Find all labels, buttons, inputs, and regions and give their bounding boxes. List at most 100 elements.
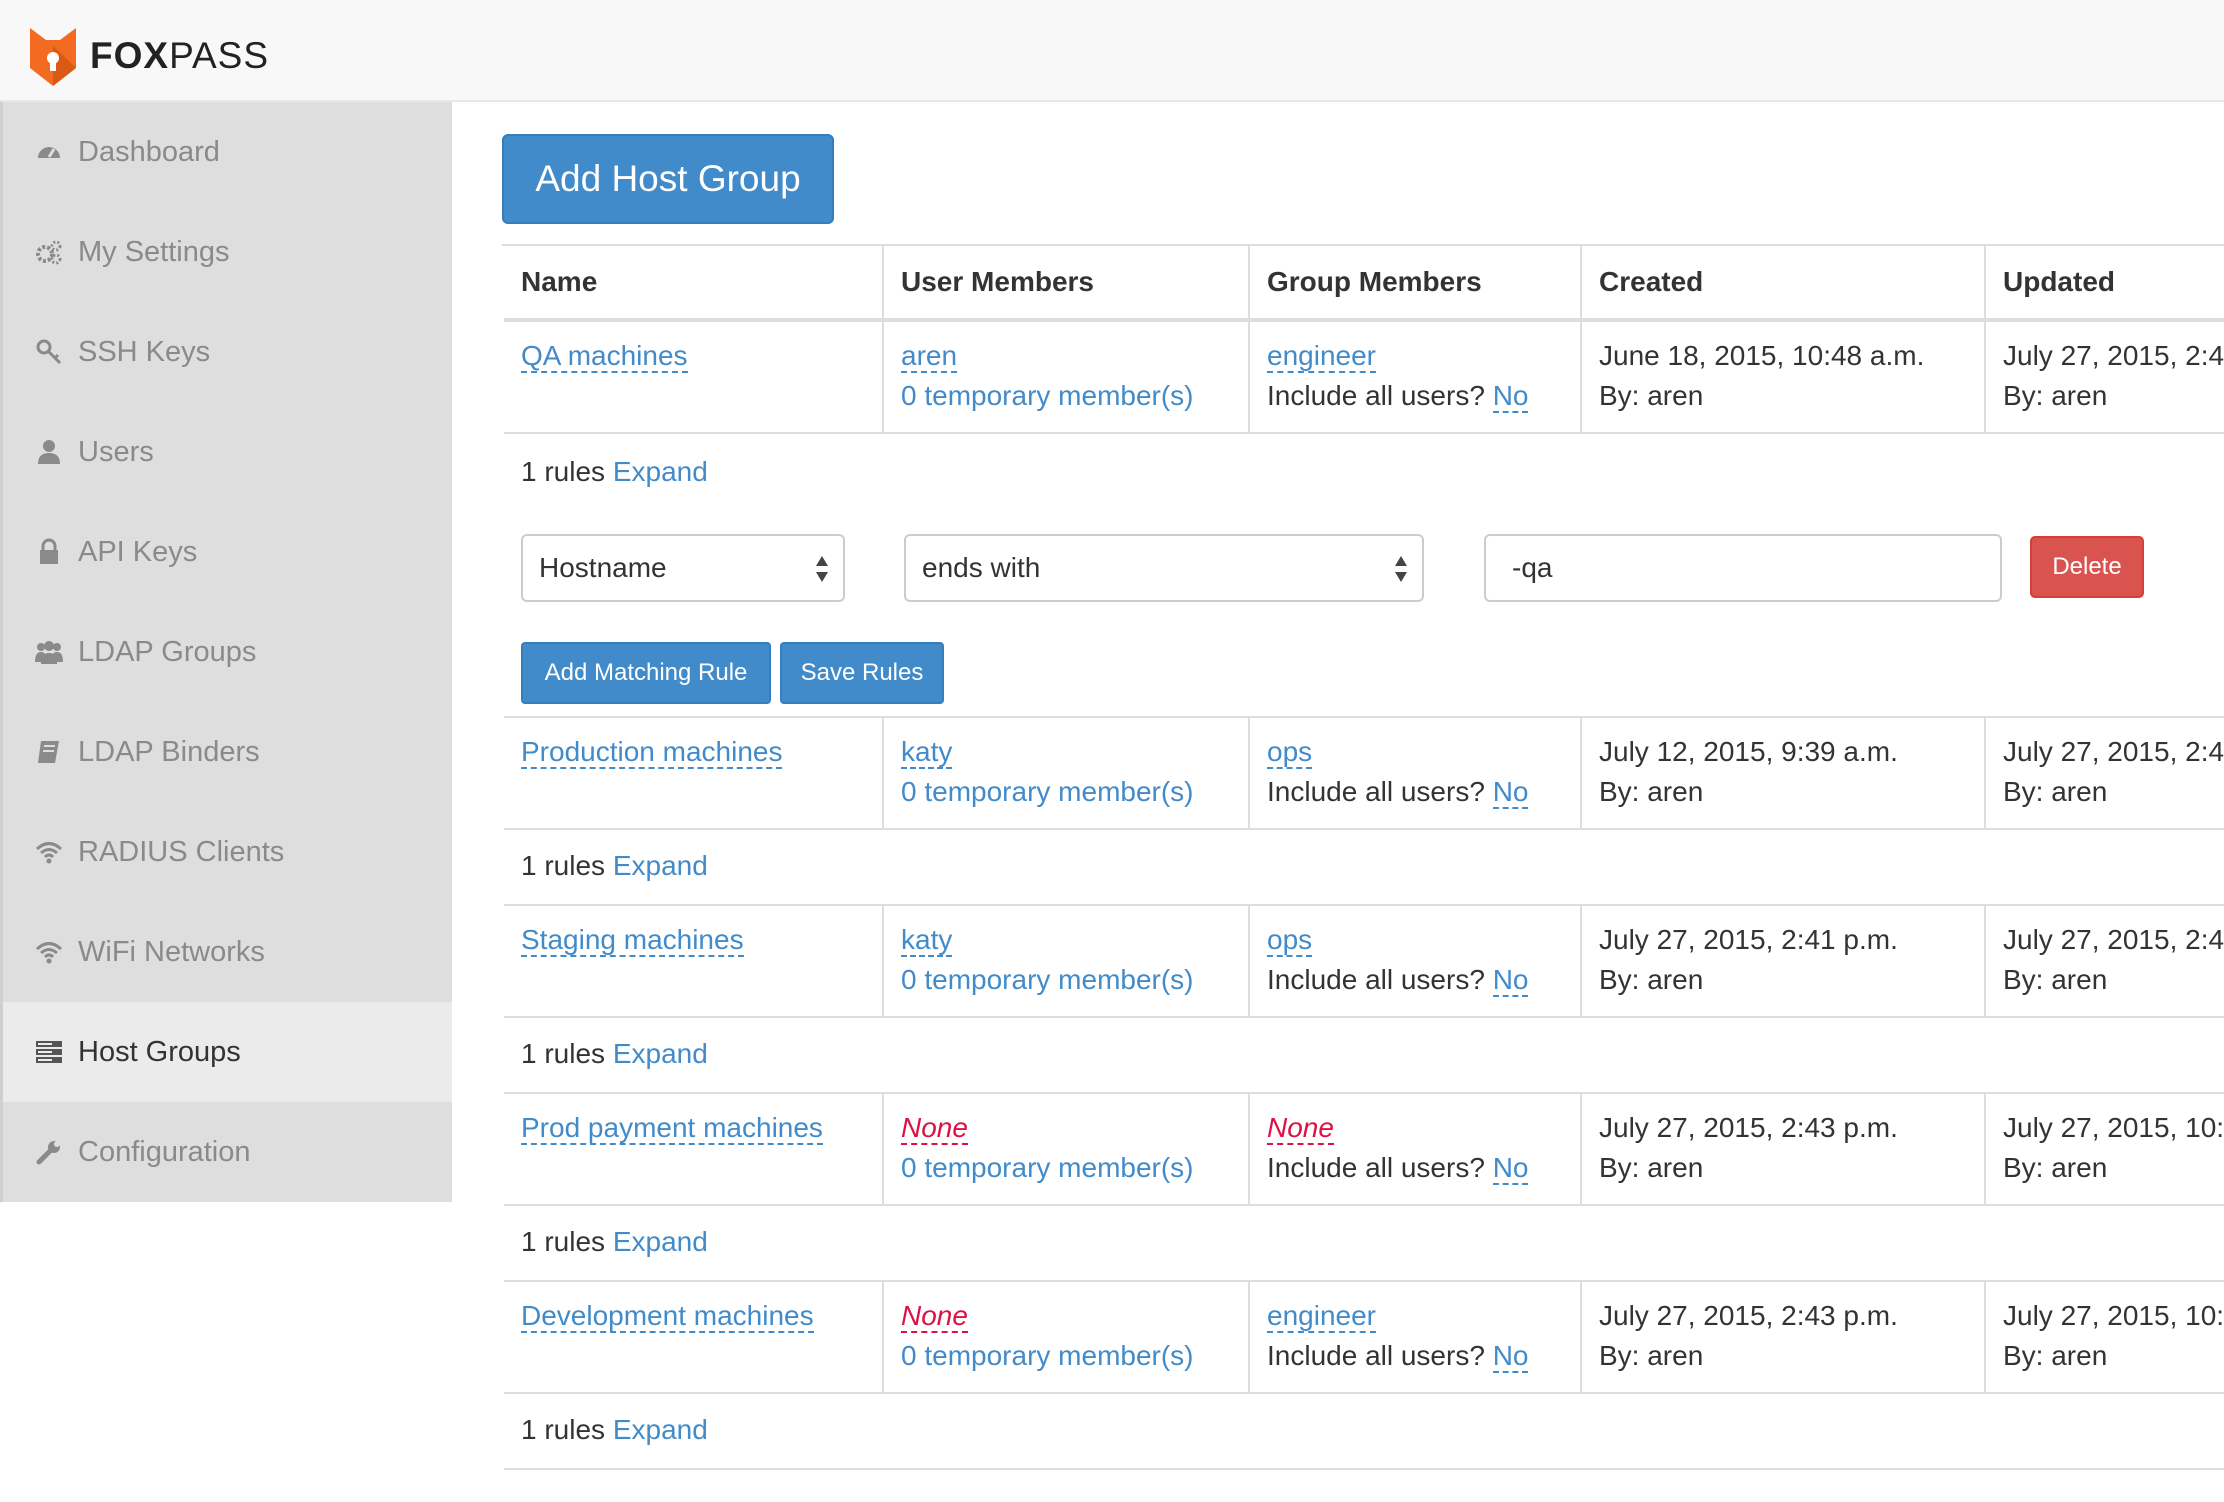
name-cell: Development machines: [504, 1282, 884, 1392]
temporary-members-link[interactable]: 0 temporary member(s): [901, 1152, 1194, 1183]
column-header-user-members[interactable]: User Members: [884, 246, 1250, 318]
fox-icon: [30, 28, 76, 86]
include-all-toggle[interactable]: No: [1492, 776, 1529, 809]
column-header-created[interactable]: Created: [1582, 246, 1986, 318]
sidebar-item-radius-clients[interactable]: RADIUS Clients: [0, 802, 452, 902]
sidebar-item-host-groups[interactable]: Host Groups: [0, 1002, 452, 1102]
sidebar-item-configuration[interactable]: Configuration: [0, 1102, 452, 1202]
user-members-cell: None 0 temporary member(s): [884, 1094, 1250, 1204]
rules-row-expanded: 1 rules Expand Hostname ends with -qa De…: [504, 434, 2224, 718]
table-row: Prod payment machines None 0 temporary me…: [504, 1094, 2224, 1206]
expand-link[interactable]: Expand: [612, 456, 708, 487]
host-group-name-link[interactable]: Prod payment machines: [521, 1112, 823, 1145]
user-member-none[interactable]: None: [901, 1300, 968, 1333]
host-group-name-link[interactable]: Production machines: [521, 736, 783, 769]
user-members-cell: katy 0 temporary member(s): [884, 718, 1250, 828]
group-member-none[interactable]: None: [1267, 1112, 1334, 1145]
table-header: Name User Members Group Members Created …: [504, 246, 2224, 322]
name-cell: Production machines: [504, 718, 884, 828]
created-cell: July 27, 2015, 2:43 p.m. By: aren: [1582, 1282, 1986, 1392]
user-member-link[interactable]: aren: [901, 340, 958, 373]
host-group-name-link[interactable]: Development machines: [521, 1300, 814, 1333]
created-by: By: aren: [1599, 380, 1704, 411]
sidebar-item-label: SSH Keys: [78, 335, 211, 368]
column-header-updated[interactable]: Updated: [2003, 266, 2115, 297]
group-member-link[interactable]: ops: [1267, 924, 1313, 957]
temporary-members-link[interactable]: 0 temporary member(s): [901, 964, 1194, 995]
foxpass-logo[interactable]: FOXPASS: [28, 24, 269, 88]
rule-field-value: Hostname: [539, 552, 667, 583]
host-group-name-link[interactable]: Staging machines: [521, 924, 744, 957]
user-member-none[interactable]: None: [901, 1112, 968, 1145]
updated-date: July 27, 2015, 10:: [2003, 1112, 2224, 1143]
temporary-members-link[interactable]: 0 temporary member(s): [901, 1340, 1194, 1371]
rules-summary: 1 rules Expand: [521, 850, 708, 881]
include-all-toggle[interactable]: No: [1492, 964, 1529, 997]
rules-row: 1 rules Expand: [504, 1206, 2224, 1282]
sidebar-item-dashboard[interactable]: Dashboard: [0, 102, 452, 202]
dashboard-icon: [34, 137, 64, 167]
wifi-icon: [34, 937, 64, 967]
include-all-label: Include all users?: [1267, 380, 1485, 411]
rule-value-input[interactable]: -qa: [1484, 534, 2002, 602]
table-row: Production machines katy 0 temporary memb…: [504, 718, 2224, 830]
add-host-group-button[interactable]: Add Host Group: [502, 134, 834, 224]
brand-name: FOXPASS: [90, 35, 270, 76]
sidebar-item-users[interactable]: Users: [0, 402, 452, 502]
created-cell: June 18, 2015, 10:48 a.m. By: aren: [1582, 322, 1986, 432]
sidebar-item-label: RADIUS Clients: [78, 835, 285, 868]
name-cell: Staging machines: [504, 906, 884, 1016]
group-member-link[interactable]: ops: [1267, 736, 1313, 769]
expand-link[interactable]: Expand: [612, 1414, 708, 1445]
include-all-toggle[interactable]: No: [1492, 1152, 1529, 1185]
include-all-toggle[interactable]: No: [1492, 1340, 1529, 1373]
book-icon: [34, 737, 64, 767]
created-by: By: aren: [1599, 964, 1704, 995]
expand-link[interactable]: Expand: [612, 850, 708, 881]
created-date: June 18, 2015, 10:48 a.m.: [1599, 340, 1925, 371]
cogs-icon: [34, 237, 64, 267]
wifi-icon: [34, 837, 64, 867]
column-header-group-members[interactable]: Group Members: [1250, 246, 1582, 318]
rules-summary: 1 rules Expand: [521, 456, 708, 487]
updated-date: July 27, 2015, 2:4: [2003, 340, 2224, 371]
sidebar: Dashboard My Settings SSH Keys Users API…: [0, 102, 452, 1202]
sidebar-item-label: WiFi Networks: [78, 935, 265, 968]
sidebar-item-ldap-groups[interactable]: LDAP Groups: [0, 602, 452, 702]
sidebar-item-wifi-networks[interactable]: WiFi Networks: [0, 902, 452, 1002]
column-header-name[interactable]: Name: [504, 246, 884, 318]
group-members-cell: None Include all users? No: [1250, 1094, 1582, 1204]
sidebar-item-api-keys[interactable]: API Keys: [0, 502, 452, 602]
host-group-name-link[interactable]: QA machines: [521, 340, 688, 373]
add-matching-rule-button[interactable]: Add Matching Rule: [521, 642, 771, 704]
group-member-link[interactable]: engineer: [1267, 340, 1376, 373]
delete-rule-button[interactable]: Delete: [2030, 536, 2144, 598]
rules-row: 1 rules Expand: [504, 1394, 2224, 1470]
rule-field-select[interactable]: Hostname: [521, 534, 845, 602]
name-cell: QA machines: [504, 322, 884, 432]
save-rules-button[interactable]: Save Rules: [780, 642, 944, 704]
sidebar-item-label: LDAP Binders: [78, 735, 260, 768]
expand-link[interactable]: Expand: [612, 1038, 708, 1069]
key-icon: [34, 337, 64, 367]
temporary-members-link[interactable]: 0 temporary member(s): [901, 380, 1194, 411]
expand-link[interactable]: Expand: [612, 1226, 708, 1257]
rules-summary: 1 rules Expand: [521, 1414, 708, 1445]
user-member-link[interactable]: katy: [901, 924, 953, 957]
rule-operator-select[interactable]: ends with: [904, 534, 1424, 602]
sidebar-item-ssh-keys[interactable]: SSH Keys: [0, 302, 452, 402]
select-arrows-icon: [816, 556, 828, 582]
include-all-label: Include all users?: [1267, 964, 1485, 995]
updated-cell: July 27, 2015, 2:4 By: aren: [1986, 906, 2224, 1016]
sidebar-item-label: Configuration: [78, 1135, 251, 1168]
sidebar-item-ldap-binders[interactable]: LDAP Binders: [0, 702, 452, 802]
sidebar-item-label: LDAP Groups: [78, 635, 257, 668]
user-member-link[interactable]: katy: [901, 736, 953, 769]
sidebar-item-my-settings[interactable]: My Settings: [0, 202, 452, 302]
temporary-members-link[interactable]: 0 temporary member(s): [901, 776, 1194, 807]
include-all-label: Include all users?: [1267, 776, 1485, 807]
lock-icon: [34, 537, 64, 567]
include-all-toggle[interactable]: No: [1492, 380, 1529, 413]
created-by: By: aren: [1599, 776, 1704, 807]
group-member-link[interactable]: engineer: [1267, 1300, 1376, 1333]
